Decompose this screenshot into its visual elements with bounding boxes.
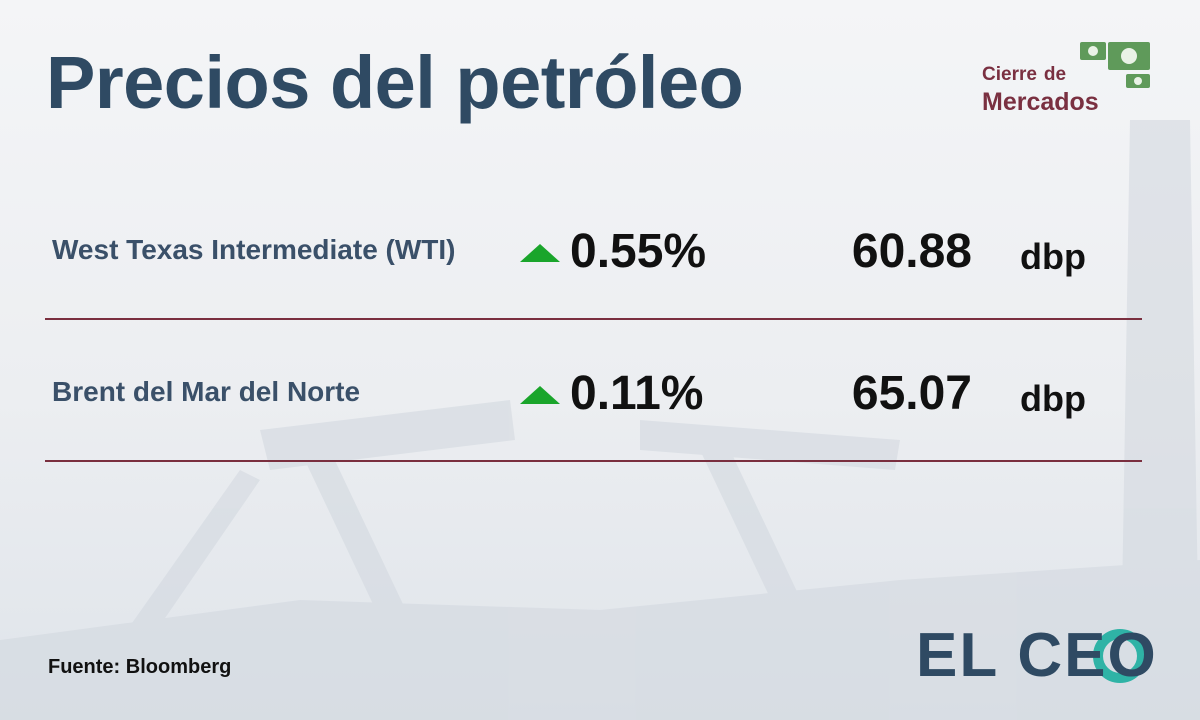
badge-text: Cierre [982, 64, 1037, 85]
title: Precios del petróleo [46, 41, 744, 124]
badge-text: Mercados [982, 88, 1099, 116]
row-change: 0.55% [570, 225, 707, 278]
source: Fuente: Bloomberg [48, 656, 232, 678]
row-unit: dbp [1020, 378, 1086, 419]
badge-small: de [1043, 64, 1067, 85]
row-name: West Texas Intermediate (WTI) [52, 234, 456, 265]
row-divider [45, 460, 1142, 462]
row-change: 0.11% [570, 367, 704, 420]
up-arrow [520, 244, 560, 262]
logo-ring [1093, 629, 1147, 683]
row-name: Brent del Mar del Norte [52, 376, 361, 407]
logo: EL CEO [916, 621, 1158, 690]
up-arrow [520, 386, 560, 404]
row-unit: dbp [1020, 236, 1086, 277]
badge-line: Cierre de [982, 58, 1066, 87]
row-price: 60.88 [851, 225, 972, 278]
row-divider [45, 318, 1142, 320]
row-price: 65.07 [851, 367, 972, 420]
